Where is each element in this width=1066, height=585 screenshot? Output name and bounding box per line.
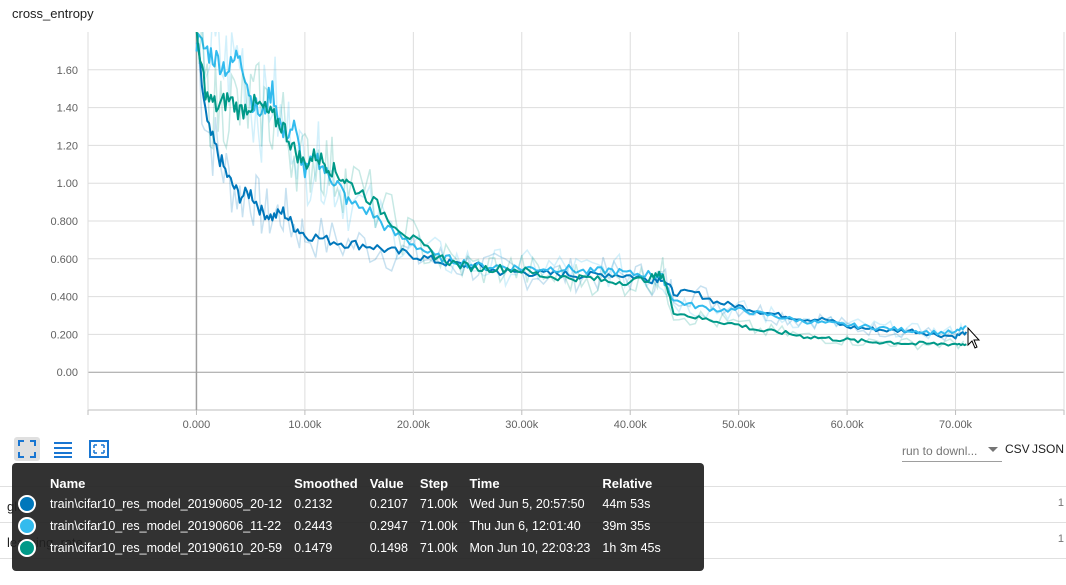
- chart-toolbar: [14, 437, 112, 461]
- series-line: [195, 32, 967, 336]
- x-tick-label: 10.00k: [288, 419, 322, 431]
- series-raw-line: [202, 32, 965, 340]
- x-tick-label: 30.00k: [505, 419, 539, 431]
- raw-value: 0.2107: [369, 497, 408, 511]
- y-tick-label: 1.40: [57, 103, 78, 115]
- toggle-log-scale-button[interactable]: [50, 437, 76, 461]
- grid: [87, 32, 1065, 415]
- axis-ticks: 0.00 0.200 0.400 0.600 0.800 1.00 1.20 1.40 1.60…: [50, 65, 972, 431]
- run-download-placeholder: run to downl...: [902, 444, 978, 458]
- y-tick-label: 1.00: [57, 178, 78, 190]
- mouse-cursor-icon: [967, 326, 981, 349]
- zoom-reset-icon: [89, 440, 109, 458]
- line-chart[interactable]: 0.00 0.200 0.400 0.600 0.800 1.00 1.20 1.40 1.60…: [0, 0, 1066, 435]
- chevron-down-icon: [988, 447, 998, 452]
- series-line: [195, 41, 968, 340]
- step-value: 71.00k: [419, 541, 458, 555]
- x-tick-label: 60.00k: [831, 419, 865, 431]
- series-swatch-icon: [18, 517, 36, 535]
- series-tooltip: Name Smoothed Value Step Time Relative t…: [12, 463, 704, 571]
- y-tick-label: 0.200: [50, 329, 78, 341]
- json-link[interactable]: JSON: [1032, 442, 1065, 456]
- x-tick-label: 20.00k: [397, 419, 431, 431]
- x-tick-label: 50.00k: [722, 419, 756, 431]
- time-value: Thu Jun 6, 12:01:40: [469, 519, 581, 533]
- header-time: Time: [469, 475, 500, 491]
- relative-value: 1h 3m 45s: [602, 541, 661, 555]
- x-tick-label: 70.00k: [939, 419, 973, 431]
- run-name: train\cifar10_res_model_20190610_20-59: [50, 541, 283, 555]
- series-swatch-icon: [18, 539, 36, 557]
- header-step: Step: [419, 475, 449, 491]
- run-name: train\cifar10_res_model_20190606_11-22: [50, 519, 282, 533]
- series-group: [195, 32, 968, 351]
- x-tick-label: 0.000: [183, 419, 211, 431]
- raw-value: 0.1498: [369, 541, 408, 555]
- toggle-log-scale-icon: [54, 442, 72, 458]
- tooltip-table: Name Smoothed Value Step Time Relative t…: [12, 473, 667, 559]
- y-tick-label: 1.20: [57, 140, 78, 152]
- smoothed-value: 0.2443: [294, 519, 333, 533]
- y-tick-label: 1.60: [57, 65, 78, 77]
- y-tick-label: 0.00: [57, 367, 78, 379]
- fit-domain-button[interactable]: [14, 437, 40, 461]
- tooltip-row: train\cifar10_res_model_20190610_20-59 0…: [12, 537, 667, 559]
- scalar-row-count: 1: [1057, 497, 1064, 509]
- y-tick-label: 0.800: [50, 216, 78, 228]
- csv-link[interactable]: CSV: [1005, 442, 1030, 456]
- smoothed-value: 0.1479: [294, 541, 333, 555]
- chart-title: cross_entropy: [12, 6, 94, 21]
- zoom-reset-button[interactable]: [86, 437, 112, 461]
- header-relative: Relative: [602, 475, 653, 491]
- series-line: [195, 32, 967, 347]
- x-tick-label: 40.00k: [614, 419, 648, 431]
- fit-domain-icon: [18, 440, 36, 458]
- relative-value: 44m 53s: [602, 497, 651, 511]
- series-swatch-icon: [18, 495, 36, 513]
- raw-value: 0.2947: [369, 519, 408, 533]
- run-download-select[interactable]: run to downl...: [902, 444, 1002, 462]
- header-name: Name: [50, 475, 86, 491]
- header-value: Value: [369, 475, 404, 491]
- time-value: Wed Jun 5, 20:57:50: [469, 497, 585, 511]
- smoothed-value: 0.2132: [294, 497, 333, 511]
- run-name: train\cifar10_res_model_20190605_20-12: [50, 497, 283, 511]
- series-raw-line: [195, 42, 965, 342]
- scalar-row-count: 1: [1057, 533, 1064, 545]
- header-smoothed: Smoothed: [294, 475, 358, 491]
- relative-value: 39m 35s: [602, 519, 651, 533]
- time-value: Mon Jun 10, 22:03:23: [469, 541, 591, 555]
- y-tick-label: 0.600: [50, 254, 78, 266]
- tooltip-row: train\cifar10_res_model_20190606_11-22 0…: [12, 515, 667, 537]
- y-tick-label: 0.400: [50, 292, 78, 304]
- tooltip-row: train\cifar10_res_model_20190605_20-12 0…: [12, 493, 667, 515]
- step-value: 71.00k: [419, 519, 458, 533]
- step-value: 71.00k: [419, 497, 458, 511]
